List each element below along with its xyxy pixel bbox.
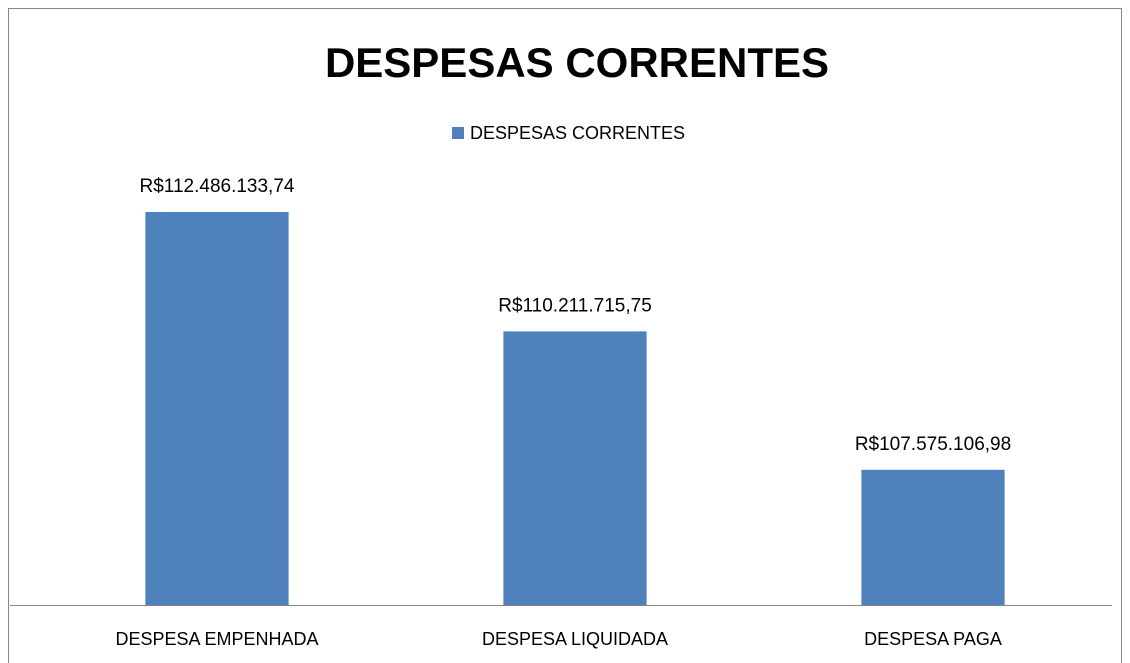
legend-label: DESPESAS CORRENTES [470,123,685,143]
data-label: R$107.575.106,98 [855,434,1011,455]
legend-swatch [452,127,464,139]
x-tick-label: DESPESA PAGA [864,629,1002,649]
bar [503,331,647,605]
x-tick-label: DESPESA EMPENHADA [115,629,318,649]
bar [861,469,1005,605]
x-tick-label: DESPESA LIQUIDADA [482,629,668,649]
data-label: R$110.211.715,75 [498,295,652,316]
bar [145,211,289,606]
chart-title: DESPESAS CORRENTES [325,39,829,86]
data-label: R$112.486.133,74 [140,176,295,197]
